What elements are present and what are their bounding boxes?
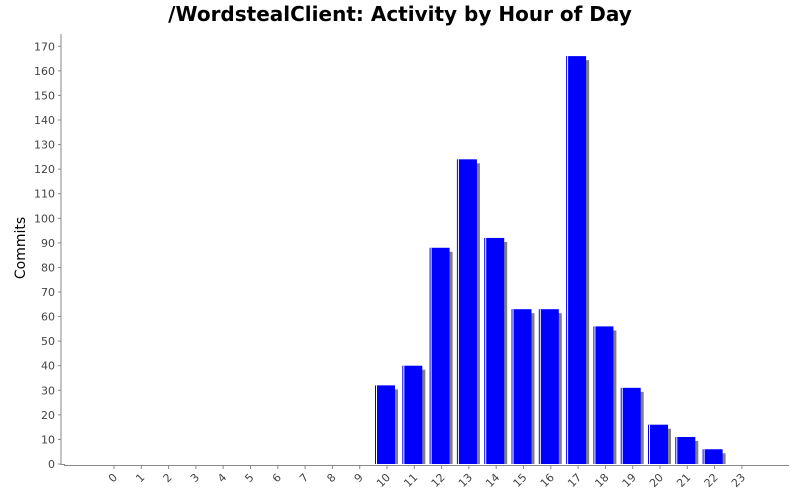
bar (620, 387, 641, 464)
y-tick-label: 100 (34, 212, 55, 225)
x-tick-label: 13 (456, 471, 475, 490)
x-tick-label: 6 (270, 471, 284, 485)
bar (566, 56, 587, 464)
bar (538, 309, 559, 464)
y-axis-label: Commits (13, 217, 29, 279)
y-tick-label: 110 (34, 188, 55, 201)
x-tick-label: 1 (133, 471, 147, 485)
x-tick-label: 20 (647, 471, 666, 490)
x-tick-label: 12 (429, 471, 448, 490)
x-tick-label: 8 (324, 471, 338, 485)
x-tick-label: 21 (674, 471, 693, 490)
bar (484, 237, 505, 464)
chart-title: /WordstealClient: Activity by Hour of Da… (168, 2, 632, 26)
bar (648, 424, 668, 464)
plot-area (60, 34, 789, 466)
bar (593, 326, 614, 464)
y-tick-label: 50 (41, 335, 55, 348)
y-tick-label: 70 (41, 286, 55, 299)
y-tick-label: 90 (41, 237, 55, 250)
x-tick-label: 19 (620, 471, 639, 490)
x-tick-label: 10 (374, 471, 393, 490)
y-tick-label: 10 (41, 433, 55, 446)
y-tick-label: 40 (41, 360, 55, 373)
y-tick-label: 80 (41, 261, 55, 274)
bar (429, 247, 450, 464)
y-tick-label: 120 (34, 163, 55, 176)
x-tick-label: 17 (565, 471, 584, 490)
y-tick-label: 140 (34, 114, 55, 127)
x-axis: 0 1 2 3 4 5 6 7 8 9 10 11 12 13 14 15 16 17 18 19 20 21 22 23 (106, 466, 748, 490)
x-tick-label: 3 (188, 471, 202, 485)
x-tick-label: 9 (352, 471, 366, 485)
y-tick-label: 20 (41, 409, 55, 422)
y-tick-label: 130 (34, 139, 55, 152)
x-tick-label: 7 (297, 471, 311, 485)
y-tick-label: 30 (41, 384, 55, 397)
y-tick-label: 170 (34, 40, 55, 53)
x-tick-label: 5 (242, 471, 256, 485)
x-tick-label: 15 (511, 471, 530, 490)
x-tick-label: 14 (483, 471, 502, 490)
x-tick-label: 0 (106, 471, 120, 485)
x-tick-label: 4 (215, 471, 229, 485)
y-tick-label: 160 (34, 65, 55, 78)
x-tick-label: 11 (401, 471, 420, 490)
x-tick-label: 18 (592, 471, 611, 490)
x-tick-label: 16 (538, 471, 557, 490)
bars (375, 56, 726, 465)
y-tick-label: 0 (48, 458, 55, 471)
x-tick-label: 23 (729, 471, 748, 490)
bar (456, 159, 477, 465)
bar (675, 436, 696, 464)
y-axis: 0 10 20 30 40 50 60 70 80 90 100 110 120 130 140 150 160… (34, 40, 61, 471)
x-tick-label: 2 (161, 471, 175, 485)
bar (702, 449, 723, 464)
bar (402, 365, 423, 464)
y-tick-label: 60 (41, 311, 55, 324)
y-tick-label: 150 (34, 89, 55, 102)
bar (511, 309, 532, 464)
bar (375, 385, 395, 464)
x-tick-label: 22 (702, 471, 721, 490)
